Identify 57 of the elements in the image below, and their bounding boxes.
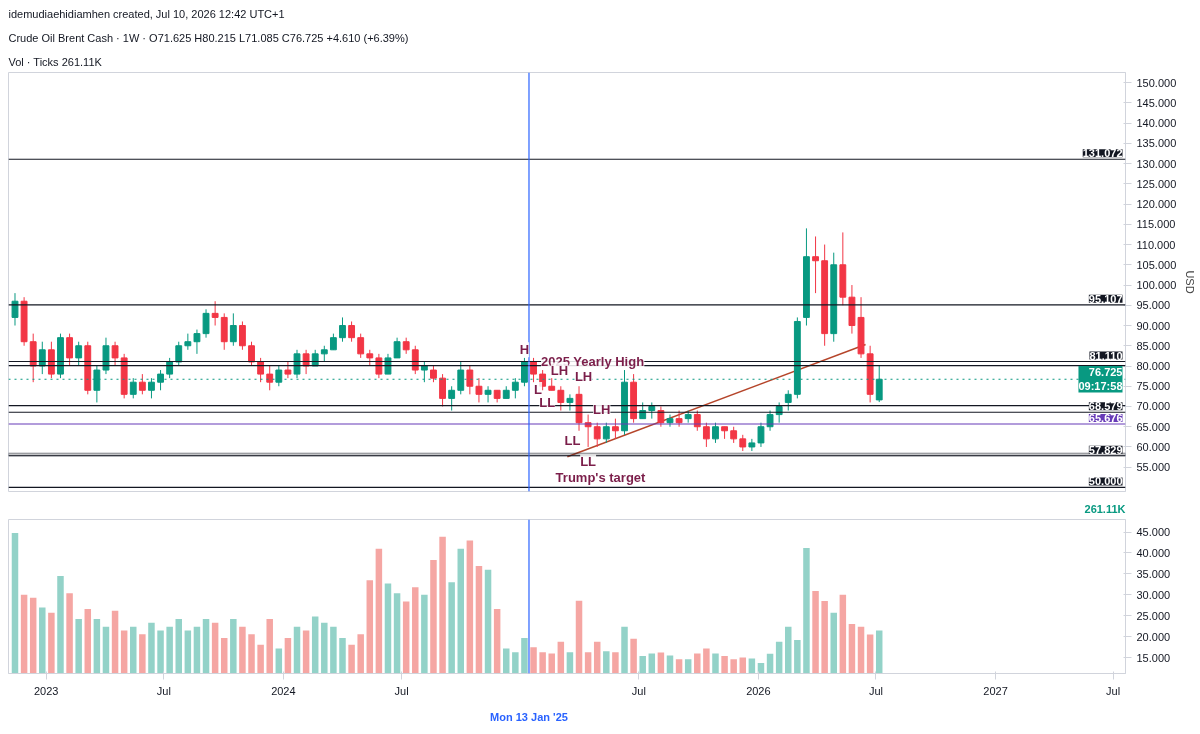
y-tick-label: 100.000 [1136, 279, 1177, 292]
y-tick-label: 40.000 [1136, 546, 1171, 559]
text: 261.11K [1084, 502, 1126, 515]
x-tick-label: 2026 [746, 684, 771, 697]
x-tick-label: Jul [394, 684, 409, 697]
annotation: LL [564, 433, 581, 449]
y-tick-label: 30.000 [1136, 588, 1171, 601]
ref-line-label: 81.110 [1089, 349, 1123, 362]
annotation: LH [593, 402, 611, 418]
x-tick-label: Jul [1106, 684, 1121, 697]
x-tick-label: Jul [156, 684, 171, 697]
x-tick-label: Jul [868, 684, 884, 697]
y-tick-label: 70.000 [1136, 400, 1171, 413]
x-tick-label: 2027 [983, 684, 1008, 697]
y-tick-label: 110.000 [1136, 238, 1176, 251]
x-tick-label: Jul [631, 684, 646, 697]
annotation: LL [539, 394, 556, 410]
annotation: L [534, 381, 543, 397]
y-tick-label: 15.000 [1136, 651, 1171, 664]
y-tick-label: 75.000 [1136, 380, 1171, 393]
y-tick-label: 140.000 [1136, 117, 1177, 130]
y-tick-label: 150.000 [1136, 76, 1177, 89]
band-label: Trump's target [555, 469, 647, 485]
ref-line-label: 57.829 [1088, 443, 1123, 456]
y-tick-label: 145.000 [1136, 96, 1177, 109]
y-tick-label: 125.000 [1136, 177, 1177, 190]
chart-title: Crude Oil Brent Cash · 1W · O71.625 H80.215 L71.085 C76.725 +4.610 (+6.39%) [8, 31, 409, 44]
y-tick-label: 130.000 [1136, 157, 1177, 170]
x-tick-label: 2024 [271, 684, 296, 697]
y-tick-label: 115.000 [1136, 218, 1176, 231]
ref-line-label: Mon 13 Jan '25 [490, 710, 568, 723]
y-tick-label: 35.000 [1136, 567, 1171, 580]
annotation: H [519, 342, 530, 358]
y-tick-label: 45.000 [1136, 526, 1171, 539]
y-tick-label: 20.000 [1136, 630, 1171, 643]
y-tick-label: 120.000 [1136, 198, 1177, 211]
y-tick-label: 105.000 [1136, 258, 1177, 271]
text: idemudiaehidiamhen created, Jul 10, 2026 12:42 UTC+1 [8, 7, 285, 20]
y-tick-label: 85.000 [1136, 339, 1171, 352]
y-tick-label: 95.000 [1136, 299, 1171, 312]
annotation: LH [574, 368, 593, 384]
y-tick-label: 90.000 [1136, 319, 1171, 332]
y-tick-label: 55.000 [1136, 461, 1171, 474]
ref-line-label: 131.072 [1082, 147, 1123, 160]
y-axis-title: USD [1184, 270, 1197, 294]
y-tick-label: 80.000 [1136, 360, 1171, 372]
ref-line-label: 95.107 [1088, 292, 1123, 305]
y-tick-label: 25.000 [1136, 609, 1171, 622]
ref-line-label: 68.579 [1088, 400, 1123, 413]
chart-subtitle: Vol · Ticks 261.11K [8, 55, 103, 68]
x-tick-label: 2023 [33, 684, 59, 697]
y-tick-label: 60.000 [1136, 440, 1171, 453]
ref-line-label: 65.676 [1088, 411, 1123, 424]
y-tick-label: 135.000 [1136, 137, 1177, 150]
ref-line-label: 76.725 09:17:58 [1078, 366, 1123, 393]
ref-line-label: 50.000 [1088, 475, 1123, 488]
y-tick-label: 65.000 [1136, 420, 1171, 433]
